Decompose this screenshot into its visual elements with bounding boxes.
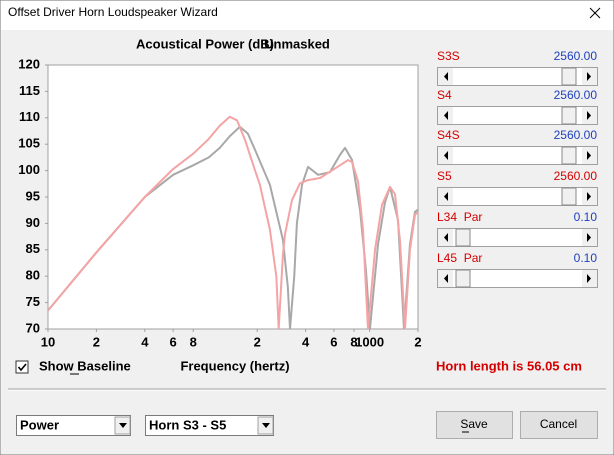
slider-label: S4 <box>437 88 452 102</box>
slider-track <box>437 269 598 288</box>
y-tick-label: 105 <box>18 136 40 151</box>
arrow-right <box>587 151 591 160</box>
y-tick-label: 80 <box>26 268 40 283</box>
y-tick-label: 110 <box>19 109 40 124</box>
x-tick-label: 10 <box>41 334 55 349</box>
x-tick-label: 2 <box>93 334 100 349</box>
y-tick-label: 70 <box>26 320 40 335</box>
series-line <box>48 125 418 329</box>
slider-label: S3S <box>437 49 460 63</box>
checkbox[interactable] <box>15 360 29 374</box>
arrow-left <box>444 233 448 242</box>
y-tick-label: 90 <box>26 215 40 230</box>
arrow-right <box>587 111 591 120</box>
horn-length: Horn length is 56.05 cm <box>436 358 582 373</box>
title-bar <box>1 1 613 30</box>
slider-track <box>437 228 598 247</box>
slider-track <box>437 146 598 165</box>
slider-value: 0.10 <box>574 210 598 224</box>
y-tick-label: 85 <box>26 241 40 256</box>
slider-value: 2560.00 <box>554 128 598 142</box>
x-tick-label: 2 <box>254 334 261 349</box>
close-button[interactable] <box>589 7 601 19</box>
y-tick-label: 75 <box>26 294 40 309</box>
plot-area <box>47 64 419 330</box>
x-tick-label: 2 <box>414 334 421 349</box>
button[interactable] <box>520 411 598 439</box>
arrow-left <box>444 274 448 283</box>
slider-value: 2560.00 <box>554 169 598 183</box>
slider-thumb[interactable] <box>455 269 471 288</box>
x-tick-label: 4 <box>141 334 149 349</box>
arrow-left <box>444 151 448 160</box>
arrow-right <box>587 192 591 201</box>
slider-thumb[interactable] <box>561 67 577 86</box>
slider-thumb[interactable] <box>561 187 577 206</box>
x-tick-label: 6 <box>330 334 337 349</box>
check-mark <box>17 363 27 372</box>
button-label: Cancel <box>540 417 577 431</box>
slider-label: S4S <box>437 128 460 142</box>
checkbox-label[interactable]: Show Baseline <box>39 358 131 373</box>
y-tick-label: 100 <box>18 162 40 177</box>
slider-value: 2560.00 <box>554 88 598 102</box>
y-tick-label: 115 <box>19 83 40 98</box>
slider-thumb[interactable] <box>561 146 577 165</box>
y-tick-label: 95 <box>26 188 40 203</box>
window-title: Offset Driver Horn Loudspeaker Wizard <box>8 5 218 19</box>
arrow-right <box>587 274 591 283</box>
button[interactable] <box>436 411 513 439</box>
x-tick-label: 6 <box>170 334 177 349</box>
slider-track <box>437 187 598 206</box>
series-line <box>48 115 418 329</box>
arrow-left <box>444 111 448 120</box>
arrow-right <box>587 233 591 242</box>
slider-thumb[interactable] <box>455 228 471 247</box>
x-tick-label: 8 <box>190 334 197 349</box>
button-label: Save <box>460 417 488 431</box>
dropdown-arrow <box>262 423 270 428</box>
slider-label: L45 Par <box>437 251 482 265</box>
slider-value: 2560.00 <box>554 49 598 63</box>
chart-title: Acoustical Power (dB) <box>136 36 274 51</box>
dropdown-value: Horn S3 - S5 <box>149 417 226 432</box>
slider-track <box>437 67 598 86</box>
arrow-left <box>444 192 448 201</box>
x-tick-label: 1000 <box>355 334 384 349</box>
dropdown-value: Power <box>20 417 59 432</box>
dropdown-arrow <box>119 423 127 428</box>
slider-thumb[interactable] <box>561 106 577 125</box>
x-tick-label: 4 <box>302 334 310 349</box>
chart-subtitle: Unmasked <box>264 36 330 51</box>
slider-label: L34 Par <box>437 210 482 224</box>
y-tick-label: 120 <box>18 56 40 71</box>
slider-value: 0.10 <box>574 251 598 265</box>
arrow-left <box>444 72 448 81</box>
arrow-right <box>587 72 591 81</box>
slider-label: S5 <box>437 169 452 183</box>
slider-track <box>437 106 598 125</box>
x-tick-label: 8 <box>350 334 357 349</box>
x-axis-label: Frequency (hertz) <box>180 358 289 373</box>
